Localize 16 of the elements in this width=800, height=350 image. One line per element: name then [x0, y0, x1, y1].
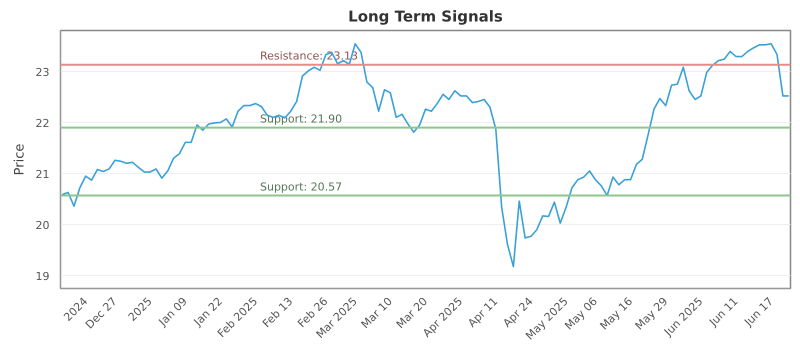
y-tick-label: 20: [36, 219, 50, 232]
y-tick-label: 22: [36, 116, 50, 130]
y-tick-label: 23: [36, 66, 50, 79]
x-tick-label: Jun 11: [706, 294, 741, 330]
chart-title: Long Term Signals: [348, 8, 503, 26]
x-tick-label: Jan 09: [156, 294, 190, 330]
x-tick-label: Apr 11: [465, 294, 500, 330]
y-tick-label: 19: [36, 270, 50, 284]
ref-line-label: Support: 21.90: [260, 112, 342, 126]
x-tick-label: Mar 10: [358, 294, 395, 332]
x-tick-label: Feb 13: [260, 294, 296, 330]
line-series: [61, 42, 790, 268]
y-axis-title: Price: [12, 144, 28, 176]
ref-line-label: Support: 20.57: [260, 180, 342, 194]
y-tick-label: 21: [36, 168, 50, 182]
x-tick-label: Jun 17: [741, 294, 776, 330]
